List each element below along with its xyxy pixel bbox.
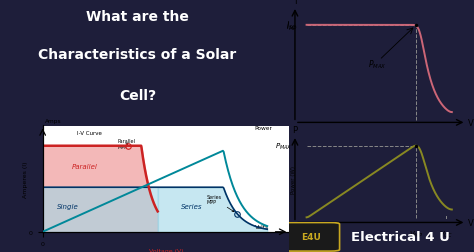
Text: I: I <box>294 0 296 6</box>
Text: Parallel: Parallel <box>72 163 98 169</box>
Text: Characteristics of a Solar: Characteristics of a Solar <box>38 48 237 62</box>
Text: V: V <box>468 218 474 227</box>
Text: Electrical 4 U: Electrical 4 U <box>351 230 450 243</box>
Text: What are the: What are the <box>86 10 189 24</box>
Text: V: V <box>468 118 474 127</box>
Text: $V_{OC}$: $V_{OC}$ <box>439 229 453 239</box>
Text: Cell?: Cell? <box>119 88 156 102</box>
FancyBboxPatch shape <box>282 223 339 251</box>
X-axis label: Voltage (V): Voltage (V) <box>148 248 183 252</box>
Text: $V_{MP}$: $V_{MP}$ <box>409 229 423 239</box>
Text: I-V Curve: I-V Curve <box>77 131 102 136</box>
Text: Parallel
MPP: Parallel MPP <box>118 138 136 149</box>
Text: Series: Series <box>181 204 202 210</box>
Text: Amps: Amps <box>45 119 62 124</box>
Text: $I_{MP}$: $I_{MP}$ <box>286 20 298 33</box>
Y-axis label: Amperes (I): Amperes (I) <box>23 161 27 197</box>
Text: Volts: Volts <box>255 224 269 229</box>
Text: P: P <box>292 126 298 135</box>
Text: E4U: E4U <box>301 232 321 241</box>
Text: $I_{SC}$: $I_{SC}$ <box>286 19 298 32</box>
Text: Power: Power <box>254 125 272 130</box>
Text: Single: Single <box>57 204 79 210</box>
Text: $P_{MAX}$: $P_{MAX}$ <box>275 141 292 151</box>
Text: $P_{MAX}$: $P_{MAX}$ <box>367 58 386 71</box>
Text: Series
MPP: Series MPP <box>207 194 234 212</box>
Y-axis label: Power (W): Power (W) <box>291 165 295 193</box>
